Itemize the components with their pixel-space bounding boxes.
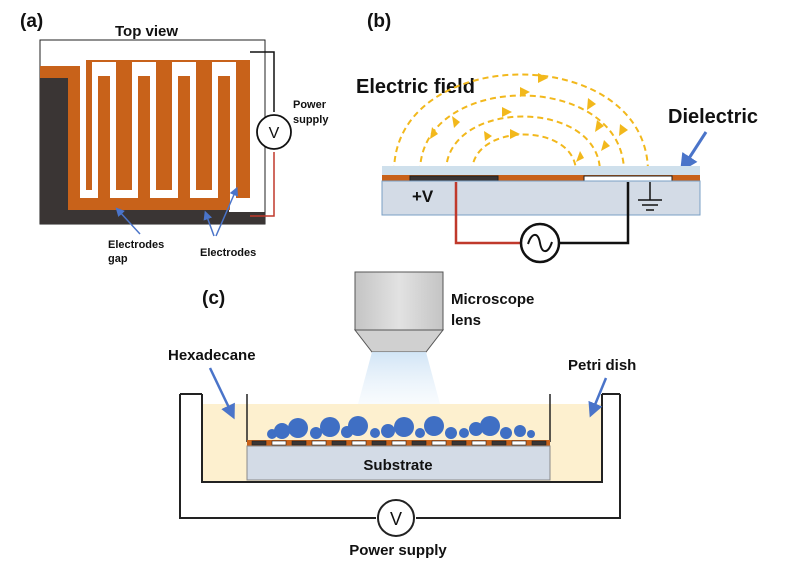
field-arrowheads xyxy=(430,73,628,162)
wire-b-black xyxy=(558,182,630,245)
droplets xyxy=(267,416,535,439)
microscope-lens-icon xyxy=(353,329,445,353)
wire-bottom xyxy=(250,152,275,217)
electrodes-label: Electrodes xyxy=(200,247,256,259)
electrodes-arrow-2 xyxy=(203,210,215,237)
electrode-left xyxy=(40,66,230,210)
interdigitated-electrodes xyxy=(39,39,266,225)
electrodes-arrow-1 xyxy=(215,186,238,237)
panel-a-tag: (a) xyxy=(20,11,43,32)
panel-a: (a) Top view V Power supply Electrodes g… xyxy=(20,11,329,265)
hexadecane-arrow xyxy=(208,367,235,420)
petri-dish xyxy=(201,394,603,483)
panel-b-tag: (b) xyxy=(367,11,391,32)
dielectric-arrow xyxy=(680,131,708,173)
plus-v-label: +V xyxy=(412,187,434,206)
microscope-body xyxy=(354,271,444,331)
hexadecane-label: Hexadecane xyxy=(168,347,256,364)
wire-b-red xyxy=(454,182,522,245)
wire-top xyxy=(250,51,275,112)
power-supply-label-a2: supply xyxy=(293,114,329,126)
microscope-label-2: lens xyxy=(451,312,481,329)
power-supply-label-a1: Power xyxy=(293,99,327,111)
panel-c: (c) Microscope lens xyxy=(168,271,636,559)
petri-dish-label: Petri dish xyxy=(568,357,636,374)
microscope-label-1: Microscope xyxy=(451,291,534,308)
voltmeter-a-symbol: V xyxy=(269,125,280,142)
petri-dish-arrow xyxy=(588,377,608,418)
electrode-right xyxy=(86,60,250,198)
dark-bottom-region xyxy=(40,78,265,224)
top-view-title: Top view xyxy=(115,23,178,40)
dielectric-layer xyxy=(382,166,700,175)
wire-c-left xyxy=(179,394,376,519)
electric-field-label: Electric field xyxy=(356,76,475,98)
substrate-c xyxy=(246,445,551,481)
sine-wave-icon xyxy=(527,233,553,253)
panel-c-tag: (c) xyxy=(202,288,225,309)
dielectric-label: Dielectric xyxy=(668,106,758,128)
voltmeter-c xyxy=(377,499,415,537)
electrode-pads xyxy=(251,440,547,446)
electrodes-gap-label-1: Electrodes xyxy=(108,239,164,251)
power-supply-label-c: Power supply xyxy=(349,542,447,559)
gap-arrow xyxy=(115,207,141,235)
voltmeter-c-symbol: V xyxy=(390,509,402,529)
wire-c-right xyxy=(416,394,621,519)
ground-icon xyxy=(638,182,662,211)
panel-b: (b) Electric field Dielectric xyxy=(356,11,758,264)
light-beam xyxy=(358,352,440,404)
electrodes-gap-label-2: gap xyxy=(108,253,128,265)
substrate-label: Substrate xyxy=(363,457,432,474)
electrode-layer xyxy=(382,175,700,181)
voltmeter-a xyxy=(256,114,292,150)
